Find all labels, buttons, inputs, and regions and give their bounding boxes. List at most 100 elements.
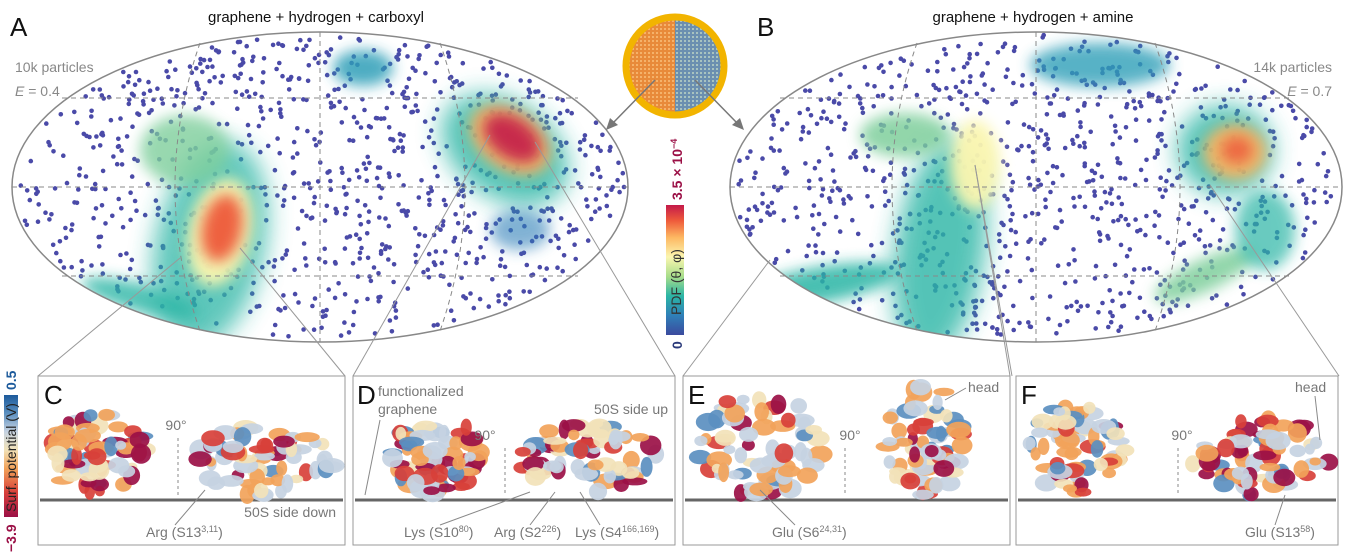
- ribosome-blob: [1287, 423, 1307, 443]
- scatter-point: [149, 108, 154, 113]
- scatter-point: [322, 218, 328, 223]
- scatter-point: [1048, 189, 1053, 195]
- scatter-point: [888, 60, 893, 66]
- scatter-point: [465, 224, 470, 230]
- scatter-point: [111, 154, 116, 159]
- scatter-point: [1066, 262, 1072, 267]
- scatter-point: [275, 136, 280, 141]
- scatter-point: [1324, 199, 1329, 205]
- scatter-point: [1038, 182, 1044, 188]
- scatter-point: [468, 291, 473, 296]
- scatter-point: [768, 145, 774, 151]
- scatter-point: [90, 87, 96, 92]
- scatter-point: [419, 178, 424, 183]
- scatter-point: [1177, 71, 1182, 77]
- scatter-point: [803, 88, 808, 93]
- panel-d: D functionalized graphene 90° 50S side u…: [352, 375, 676, 546]
- scatter-point: [593, 120, 599, 125]
- scatter-point: [1075, 133, 1080, 139]
- scatter-point: [919, 103, 924, 109]
- scatter-point: [793, 205, 798, 211]
- scatter-point: [813, 249, 819, 255]
- scatter-point: [1013, 241, 1019, 246]
- scatter-point: [155, 212, 161, 218]
- scatter-point: [1118, 213, 1124, 219]
- scatter-point: [431, 116, 437, 121]
- ribosome-blob: [261, 477, 275, 486]
- scatter-point: [556, 245, 561, 251]
- scatter-point: [1116, 195, 1121, 200]
- scatter-point: [584, 197, 589, 202]
- graticule-b: [730, 32, 1342, 342]
- scatter-point: [887, 172, 893, 177]
- scatter-point: [1008, 227, 1014, 233]
- scatter-point: [771, 184, 777, 190]
- scatter-point: [99, 131, 104, 137]
- scatter-point: [985, 274, 990, 280]
- scatter-point: [833, 214, 839, 220]
- scatter-point: [365, 255, 371, 261]
- scatter-point: [1019, 143, 1024, 149]
- scatter-point: [1093, 263, 1099, 269]
- scatter-point: [445, 50, 451, 55]
- scatter-point: [865, 82, 870, 87]
- scatter-point: [964, 327, 970, 333]
- ribosome-blob: [1102, 467, 1116, 479]
- scatter-point: [813, 243, 818, 248]
- ribosome-blob: [736, 394, 750, 405]
- scatter-point: [1043, 204, 1048, 210]
- scatter-point: [1214, 293, 1219, 298]
- scatter-point: [1019, 83, 1025, 88]
- scatter-point: [138, 279, 144, 285]
- scatter-point: [1147, 266, 1152, 271]
- scatter-point: [399, 208, 405, 214]
- scatter-point: [1017, 320, 1022, 326]
- panel-a-particle-count: 10k particles: [15, 59, 94, 75]
- scatter-point: [89, 114, 94, 119]
- scatter-point: [435, 173, 440, 179]
- scatter-point: [1013, 229, 1018, 235]
- scatter-point: [1050, 180, 1056, 186]
- scatter-point: [1118, 324, 1124, 330]
- ribosome-blob: [439, 424, 450, 443]
- scatter-point: [316, 52, 322, 58]
- scatter-point: [257, 303, 262, 309]
- scatter-point: [826, 96, 832, 101]
- scatter-point: [990, 87, 995, 92]
- scatter-point: [443, 202, 448, 208]
- scatter-point: [1122, 176, 1128, 181]
- scatter-point: [598, 148, 603, 154]
- scatter-point: [967, 51, 972, 57]
- scatter-point: [376, 299, 382, 304]
- scatter-point: [553, 233, 559, 239]
- scatter-point: [589, 143, 594, 149]
- scatter-point: [1161, 313, 1166, 319]
- scatter-point: [818, 177, 823, 182]
- scatter-point: [427, 197, 432, 203]
- scatter-point: [1152, 223, 1157, 228]
- scatter-point: [948, 96, 954, 101]
- scatter-point: [130, 124, 135, 129]
- scatter-point: [1054, 331, 1059, 336]
- scatter-point: [1074, 299, 1079, 305]
- scatter-point: [1296, 161, 1302, 167]
- scatter-point: [342, 83, 348, 88]
- scatter-point: [1121, 303, 1127, 309]
- ribosome-blob: [574, 467, 599, 481]
- scatter-point: [832, 259, 837, 264]
- scatter-point: [307, 185, 313, 191]
- scatter-point: [604, 193, 609, 198]
- scatter-point: [1026, 320, 1031, 325]
- scatter-point: [1156, 213, 1162, 218]
- scatter-point: [259, 94, 265, 100]
- scatter-point: [413, 68, 418, 73]
- scatter-point: [474, 260, 479, 266]
- scatter-point: [1296, 179, 1302, 184]
- scatter-point: [1138, 103, 1144, 109]
- scatter-point: [995, 50, 1001, 55]
- scatter-point: [956, 43, 961, 49]
- scatter-point: [585, 204, 590, 209]
- scatter-point: [1000, 44, 1006, 50]
- ribosome-blob: [781, 412, 796, 428]
- scatter-point: [43, 210, 48, 215]
